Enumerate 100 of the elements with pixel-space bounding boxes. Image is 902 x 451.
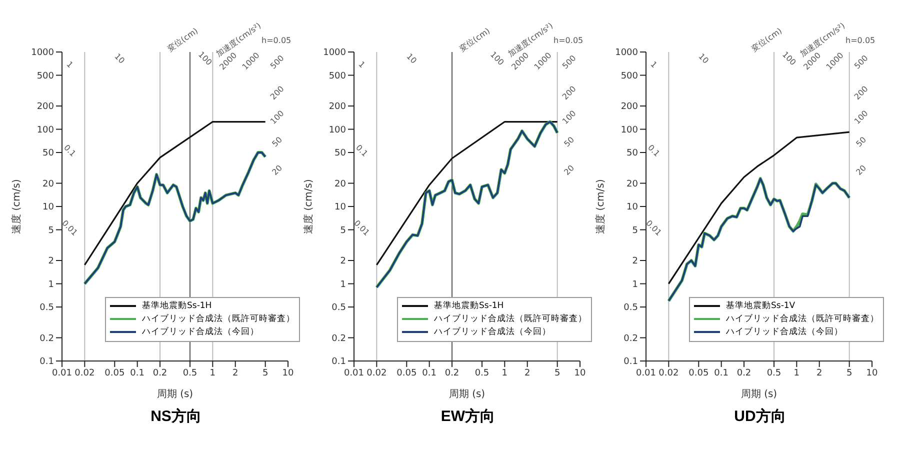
x-tick-label: 0.5 <box>474 368 490 378</box>
annotation: 500 <box>268 54 286 71</box>
x-tick-label: 0.02 <box>658 368 679 378</box>
x-tick-label: 10 <box>282 368 294 378</box>
y-tick-label: 10 <box>42 202 54 213</box>
x-tick-label: 0.05 <box>104 368 125 378</box>
annotation: 20 <box>854 163 868 177</box>
x-tick-label: 0.1 <box>422 368 436 378</box>
y-tick-label: 10 <box>334 202 346 213</box>
y-tick-label: 0.2 <box>40 334 54 344</box>
y-tick-label: 5 <box>632 226 638 236</box>
x-tick-label: 0.5 <box>766 368 782 378</box>
y-tick-label: 1 <box>632 280 638 290</box>
y-tick-label: 50 <box>626 148 638 159</box>
annotation: 50 <box>270 135 284 149</box>
y-tick-label: 0.5 <box>624 303 638 314</box>
y-tick-label: 1000 <box>323 48 346 58</box>
y-tick-label: 0.5 <box>40 303 54 314</box>
legend-label: ハイブリッド合成法（既許可時審査） <box>142 312 295 326</box>
y-tick-label: 1 <box>340 280 346 290</box>
y-tick-label: 20 <box>42 179 54 190</box>
y-tick-label: 500 <box>36 71 54 82</box>
y-tick-label: 100 <box>36 125 54 136</box>
x-axis-title: 周期 (s) <box>156 388 194 400</box>
text: h=0.05 <box>846 36 876 46</box>
y-tick-label: 1000 <box>31 48 54 58</box>
annotation: 100 <box>780 50 798 68</box>
legend-label: ハイブリッド合成法（今回） <box>142 326 259 339</box>
legend-label: 基準地震動Ss-1H <box>434 300 504 313</box>
x-tick-label: 0.01 <box>344 368 364 378</box>
legend-label: ハイブリッド合成法（今回） <box>726 326 843 339</box>
y-axis-title: 速度 (cm/s) <box>10 179 23 234</box>
x-tick-label: 0.1 <box>130 368 144 378</box>
annotation: 1 <box>64 60 75 70</box>
text: EW方向 <box>440 407 496 426</box>
y-tick-label: 1000 <box>615 48 638 58</box>
y-tick-label: 0.2 <box>332 334 346 344</box>
x-tick-label: 0.02 <box>74 368 95 378</box>
text: NS方向 <box>150 407 202 426</box>
annotation: 100 <box>852 108 870 126</box>
x-tick-label: 0.05 <box>396 368 417 378</box>
x-tick-label: 10 <box>866 368 878 378</box>
y-tick-label: 2 <box>48 256 54 267</box>
y-tick-label: 2 <box>632 256 638 267</box>
annotation: 500 <box>852 54 870 71</box>
annotation: 10 <box>404 52 418 66</box>
y-tick-label: 1 <box>48 280 54 290</box>
y-tick-label: 10 <box>626 202 638 213</box>
annotation: 50 <box>562 135 576 149</box>
x-tick-label: 1 <box>210 368 216 378</box>
annotation: 100 <box>560 108 578 126</box>
annotation: 1 <box>356 60 367 70</box>
y-tick-label: 50 <box>42 148 54 159</box>
x-tick-label: 2 <box>816 368 822 378</box>
annotation: 0.1 <box>354 143 370 158</box>
text: h=0.05 <box>262 36 292 46</box>
annotation: 50 <box>854 135 868 149</box>
x-tick-label: 1 <box>502 368 508 378</box>
annotation: 10 <box>112 52 126 66</box>
x-tick-label: 0.05 <box>688 368 709 378</box>
annotation: 20 <box>562 163 576 177</box>
y-tick-label: 100 <box>620 125 638 136</box>
annotation: 20 <box>270 163 284 177</box>
x-tick-label: 1 <box>794 368 800 378</box>
y-tick-label: 0.1 <box>624 357 638 368</box>
annotation: 100 <box>268 108 286 126</box>
x-tick-label: 0.02 <box>366 368 387 378</box>
y-axis-title: 速度 (cm/s) <box>594 179 607 234</box>
x-tick-label: 2 <box>524 368 530 378</box>
annotation: 1 <box>648 60 659 70</box>
annotation: 100 <box>488 50 506 68</box>
y-tick-label: 0.5 <box>332 303 346 314</box>
x-tick-label: 0.2 <box>444 368 460 378</box>
legend-label: ハイブリッド合成法（既許可時審査） <box>434 312 587 326</box>
y-axis-title: 速度 (cm/s) <box>302 179 315 234</box>
legend-label: 基準地震動Ss-1V <box>726 300 796 313</box>
x-tick-label: 5 <box>262 368 268 378</box>
annotation: 0.1 <box>62 143 78 158</box>
x-tick-label: 0.5 <box>182 368 198 378</box>
annotation: 500 <box>560 54 578 71</box>
y-tick-label: 20 <box>334 179 346 190</box>
legend-label: ハイブリッド合成法（既許可時審査） <box>726 312 879 326</box>
x-tick-label: 0.01 <box>52 368 72 378</box>
x-tick-label: 0.1 <box>714 368 728 378</box>
x-tick-label: 2 <box>232 368 238 378</box>
annotation: 10 <box>696 52 710 66</box>
x-tick-label: 5 <box>846 368 852 378</box>
x-tick-label: 0.01 <box>636 368 656 378</box>
y-tick-label: 5 <box>48 226 54 236</box>
y-tick-label: 0.1 <box>40 357 54 368</box>
y-tick-label: 500 <box>328 71 346 82</box>
annotation: 0.1 <box>646 143 662 158</box>
annotation: 100 <box>196 50 214 68</box>
y-tick-label: 2 <box>340 256 346 267</box>
legend-label: 基準地震動Ss-1H <box>142 300 212 313</box>
y-tick-label: 0.2 <box>624 334 638 344</box>
x-axis-title: 周期 (s) <box>448 388 486 400</box>
y-tick-label: 20 <box>626 179 638 190</box>
y-tick-label: 50 <box>334 148 346 159</box>
y-tick-label: 100 <box>328 125 346 136</box>
